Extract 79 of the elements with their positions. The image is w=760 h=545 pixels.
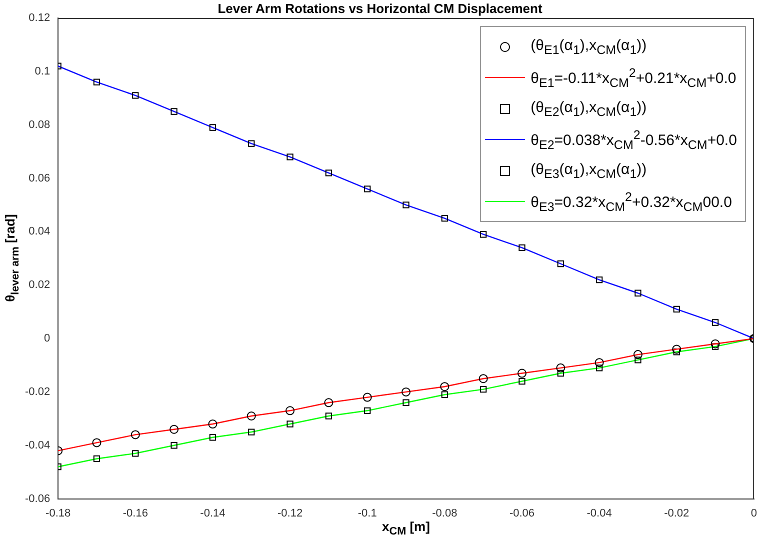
x-tick-label: -0.18 bbox=[46, 507, 71, 520]
point bbox=[170, 442, 178, 449]
y-tick-label: 0.1 bbox=[34, 65, 50, 78]
x-tick-label: -0.1 bbox=[358, 507, 377, 520]
point bbox=[518, 378, 526, 385]
point bbox=[673, 348, 680, 356]
legend-label: θ$_{E1}$=-0.11*x$_{CM}$$^{2}$+0.21*x$_{CM}$+0.0 bbox=[530, 66, 736, 90]
point bbox=[248, 428, 255, 436]
y-tick-label: 0.08 bbox=[28, 118, 50, 131]
point bbox=[362, 392, 372, 402]
x-tick-label: 0 bbox=[750, 507, 758, 520]
point bbox=[170, 424, 179, 434]
point bbox=[209, 124, 216, 131]
point bbox=[673, 306, 680, 312]
point bbox=[556, 363, 566, 372]
point bbox=[170, 108, 178, 115]
point bbox=[248, 140, 255, 147]
x-tick-label: -0.04 bbox=[586, 507, 612, 520]
point bbox=[596, 276, 603, 284]
y-tick-label: 0.04 bbox=[28, 226, 50, 238]
point bbox=[710, 339, 720, 348]
point bbox=[208, 420, 218, 429]
chart-title: Lever Arm Rotations vs Horizontal CM Displacement bbox=[218, 1, 542, 16]
x-tick-label: -0.08 bbox=[432, 507, 458, 520]
x-tick-label: -0.06 bbox=[509, 507, 535, 520]
text: (θ$_{E3}$(α$_{1}$),x$_{CM}$(α$_{1}$)) bbox=[530, 160, 647, 180]
point bbox=[246, 411, 256, 420]
point bbox=[480, 231, 487, 238]
text: (θ$_{E2}$(α$_{1}$),x$_{CM}$(α$_{1}$)) bbox=[530, 98, 647, 118]
point bbox=[441, 391, 448, 398]
legend-label: θ$_{E2}$=0.038*x$_{CM}$$^{2}$-0.56*x$_{CM}$+0.0 bbox=[530, 128, 737, 152]
y-tick-label: 0.06 bbox=[28, 172, 50, 184]
point bbox=[132, 450, 139, 457]
point bbox=[634, 356, 642, 364]
point bbox=[557, 370, 564, 377]
point bbox=[286, 406, 295, 416]
point bbox=[93, 455, 100, 462]
y-tick-label: 0.12 bbox=[28, 12, 50, 24]
point bbox=[633, 350, 642, 360]
x-tick-label: -0.02 bbox=[664, 507, 690, 520]
point bbox=[286, 154, 294, 160]
point bbox=[441, 215, 448, 222]
point bbox=[364, 186, 371, 192]
y-tick-label: -0.04 bbox=[24, 439, 50, 452]
point bbox=[594, 358, 604, 368]
y-tick-label: 0.02 bbox=[28, 279, 50, 292]
point bbox=[324, 398, 334, 408]
point bbox=[130, 430, 140, 440]
legend-label: θ$_{E3}$=0.32*x$_{CM}$$^{2}$+0.32*x$_{CM}$00.0 bbox=[530, 190, 732, 214]
point bbox=[402, 399, 410, 406]
point bbox=[402, 387, 411, 396]
y-tick-label: 0 bbox=[44, 332, 50, 345]
point bbox=[364, 407, 371, 414]
point bbox=[557, 260, 564, 268]
point bbox=[672, 344, 682, 354]
x-tick-label: -0.12 bbox=[277, 507, 303, 520]
y-tick-label: -0.02 bbox=[24, 386, 50, 398]
x-tick-label: -0.16 bbox=[122, 507, 148, 520]
point bbox=[712, 343, 719, 350]
point bbox=[634, 290, 642, 296]
y-tick-label: -0.06 bbox=[24, 492, 50, 505]
point bbox=[402, 202, 410, 208]
point bbox=[93, 78, 100, 86]
point bbox=[325, 170, 332, 176]
x-axis-title: x$_{CM}$ [m] bbox=[382, 518, 430, 538]
point bbox=[712, 319, 719, 326]
point bbox=[92, 438, 102, 448]
point bbox=[518, 244, 526, 252]
point bbox=[440, 382, 450, 392]
point bbox=[209, 434, 216, 441]
text: (θ$_{E1}$(α$_{1}$),x$_{CM}$(α$_{1}$)) bbox=[530, 36, 647, 56]
point bbox=[478, 374, 488, 384]
point bbox=[286, 420, 294, 428]
point bbox=[132, 92, 139, 99]
x-tick-label: -0.14 bbox=[200, 507, 226, 520]
point bbox=[325, 412, 332, 420]
point bbox=[596, 364, 603, 372]
point bbox=[517, 368, 526, 378]
point bbox=[480, 386, 487, 393]
